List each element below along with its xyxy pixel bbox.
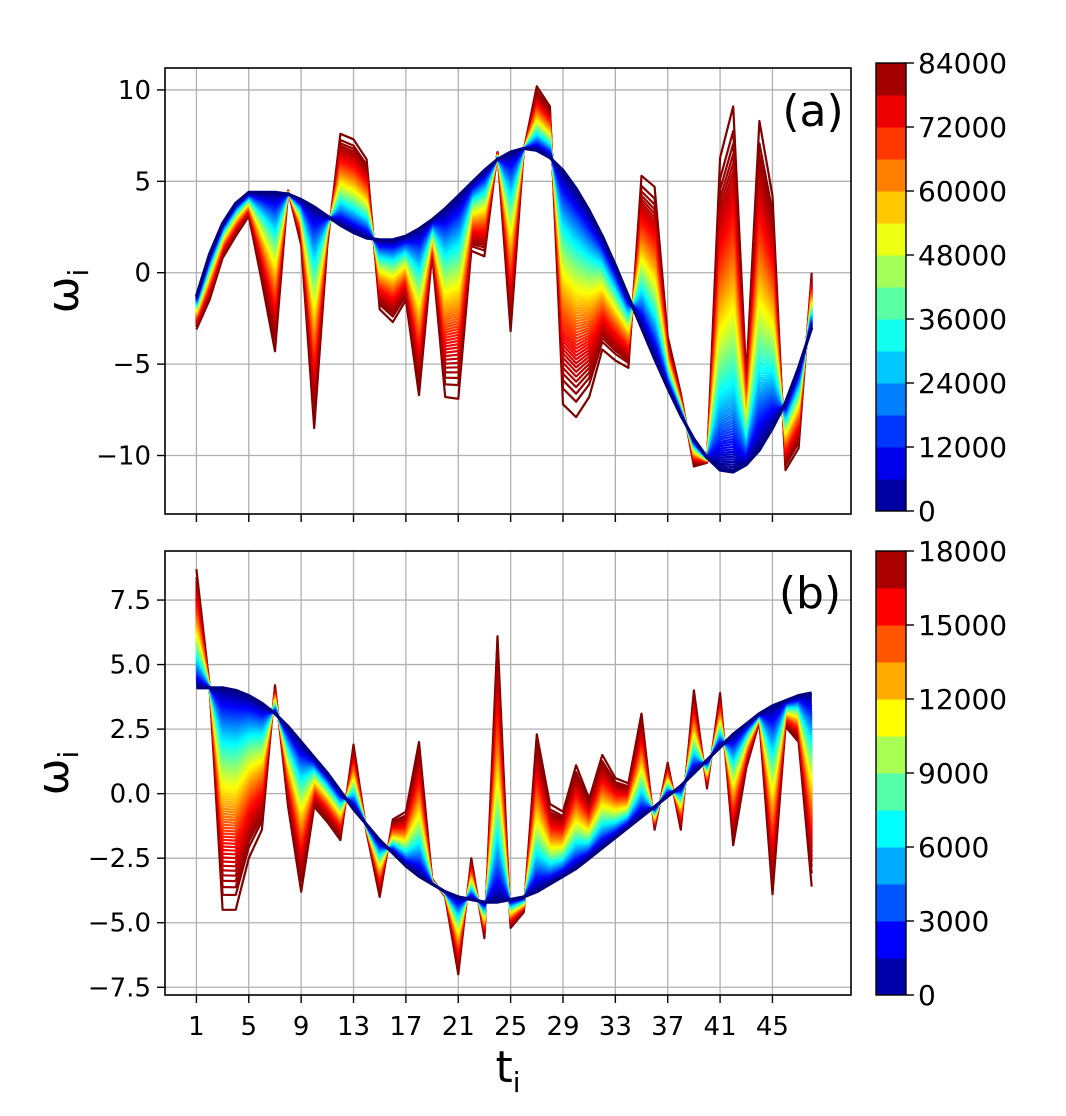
iteration-line bbox=[194, 146, 814, 474]
colorbar-band bbox=[876, 191, 906, 224]
panel-a-x-ticks bbox=[195, 514, 774, 522]
x-tick-label: 29 bbox=[546, 1012, 579, 1042]
iteration-line bbox=[196, 686, 813, 904]
colorbar-band bbox=[876, 479, 906, 512]
colorbar-tick-label: 48000 bbox=[918, 239, 1007, 272]
y-tick-label: 5 bbox=[134, 167, 151, 197]
x-tick-label: 25 bbox=[494, 1012, 527, 1042]
colorbar-band bbox=[876, 662, 906, 700]
colorbar-band bbox=[876, 287, 906, 320]
colorbar-band bbox=[876, 127, 906, 160]
panel-b-y-axis-label: ωi bbox=[28, 751, 85, 796]
y-tick-label: −5 bbox=[113, 350, 151, 380]
colorbar-band bbox=[876, 884, 906, 922]
colorbar-band bbox=[876, 63, 906, 96]
panel-b: 7.5 5.0 2.5 0.0 −2.5 −5.0 −7.5 1 5 9 13 17 21 25 29 33… bbox=[28, 535, 1007, 1099]
y-tick-label: 7.5 bbox=[110, 586, 151, 616]
colorbar-tick-label: 84000 bbox=[918, 47, 1007, 80]
colorbar-tick-label: 9000 bbox=[918, 757, 989, 790]
y-tick-label: 10 bbox=[118, 76, 151, 106]
panel-a-colorbar: 0 12000 24000 36000 48000 60000 72000 84000 bbox=[875, 47, 1007, 528]
colorbar-band bbox=[876, 958, 906, 996]
colorbar-band bbox=[876, 588, 906, 626]
colorbar-tick-label: 15000 bbox=[918, 609, 1007, 642]
x-tick-label: 1 bbox=[188, 1012, 205, 1042]
panel-b-colorbar: 0 3000 6000 9000 12000 15000 18000 bbox=[875, 535, 1007, 1012]
colorbar-band bbox=[876, 351, 906, 384]
panel-a-series-lines bbox=[194, 85, 814, 474]
colorbar-tick-label: 6000 bbox=[918, 831, 989, 864]
panel-b-frame bbox=[164, 550, 852, 996]
x-tick-label: 45 bbox=[756, 1012, 789, 1042]
y-tick-label: 2.5 bbox=[110, 715, 151, 745]
colorbar-band bbox=[876, 95, 906, 128]
colorbar-band bbox=[876, 736, 906, 774]
colorbar-band bbox=[876, 625, 906, 663]
colorbar-band bbox=[876, 223, 906, 256]
x-tick-label: 37 bbox=[651, 1012, 684, 1042]
colorbar-tick-label: 12000 bbox=[918, 431, 1007, 464]
colorbar-band bbox=[876, 921, 906, 959]
panel-b-x-ticks: 1 5 9 13 17 21 25 29 33 37 41 45 bbox=[188, 995, 789, 1042]
colorbar-tick-label: 24000 bbox=[918, 367, 1007, 400]
colorbar-tick-label: 18000 bbox=[918, 535, 1007, 568]
y-tick-label: 0 bbox=[134, 259, 151, 289]
colorbar-band bbox=[876, 255, 906, 288]
y-tick-label: 5.0 bbox=[110, 651, 151, 681]
panel-a-y-ticks: 10 5 0 −5 −10 bbox=[96, 76, 165, 472]
colorbar-band bbox=[876, 551, 906, 589]
panel-a: 10 5 0 −5 −10 (a) ωi 0 12000 24000 36000 48000 60… bbox=[38, 47, 1007, 528]
colorbar-tick-label: 60000 bbox=[918, 175, 1007, 208]
x-tick-label: 21 bbox=[442, 1012, 475, 1042]
panel-a-y-axis-label: ωi bbox=[38, 269, 95, 314]
y-tick-label: −5.0 bbox=[88, 909, 151, 939]
colorbar-band bbox=[876, 383, 906, 416]
x-tick-label: 13 bbox=[337, 1012, 370, 1042]
colorbar-band bbox=[876, 847, 906, 885]
colorbar-tick-label: 36000 bbox=[918, 303, 1007, 336]
colorbar-tick-label: 12000 bbox=[918, 683, 1007, 716]
y-tick-label: −2.5 bbox=[88, 844, 151, 874]
panel-b-series-lines bbox=[195, 568, 813, 976]
x-tick-label: 5 bbox=[241, 1012, 258, 1042]
colorbar-band bbox=[876, 447, 906, 480]
y-tick-label: −10 bbox=[96, 442, 151, 472]
colorbar-band bbox=[876, 773, 906, 811]
colorbar-tick-label: 0 bbox=[918, 979, 936, 1012]
panel-b-label: (b) bbox=[779, 568, 841, 619]
panel-a-frame bbox=[164, 67, 852, 515]
colorbar-tick-label: 72000 bbox=[918, 111, 1007, 144]
colorbar-frame bbox=[875, 62, 907, 512]
colorbar-tick-label: 3000 bbox=[918, 905, 989, 938]
x-tick-label: 33 bbox=[599, 1012, 632, 1042]
y-tick-label: 0.0 bbox=[110, 780, 151, 810]
colorbar-band bbox=[876, 159, 906, 192]
colorbar-band bbox=[876, 699, 906, 737]
colorbar-band bbox=[876, 810, 906, 848]
x-tick-label: 41 bbox=[704, 1012, 737, 1042]
x-axis-label: ti bbox=[495, 1042, 520, 1099]
x-tick-label: 17 bbox=[389, 1012, 422, 1042]
x-tick-label: 9 bbox=[293, 1012, 310, 1042]
panel-b-y-ticks: 7.5 5.0 2.5 0.0 −2.5 −5.0 −7.5 bbox=[88, 586, 165, 1003]
y-tick-label: −7.5 bbox=[88, 973, 151, 1003]
colorbar-tick-label: 0 bbox=[918, 495, 936, 528]
colorbar-band bbox=[876, 415, 906, 448]
colorbar-band bbox=[876, 319, 906, 352]
panel-a-label: (a) bbox=[782, 86, 843, 137]
